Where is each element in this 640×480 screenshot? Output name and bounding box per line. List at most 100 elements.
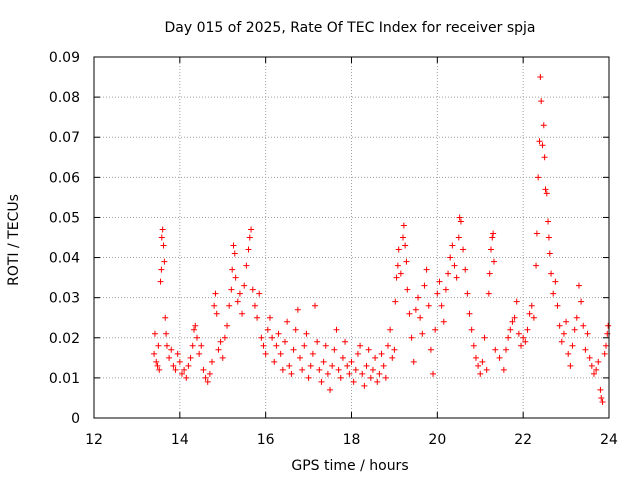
data-point: [198, 342, 205, 349]
data-point: [339, 354, 346, 361]
data-point: [489, 234, 496, 241]
data-point: [374, 378, 381, 385]
data-point: [513, 298, 520, 305]
data-point: [571, 326, 578, 333]
data-point: [234, 298, 241, 305]
y-tick-label: 0: [71, 411, 80, 427]
data-point: [367, 374, 374, 381]
data-point: [530, 314, 537, 321]
data-point: [170, 362, 177, 369]
data-point: [440, 318, 447, 325]
data-point: [545, 218, 552, 225]
data-point: [260, 342, 267, 349]
data-point: [400, 222, 407, 229]
data-point: [394, 262, 401, 269]
data-point: [273, 342, 280, 349]
data-point: [357, 342, 364, 349]
data-point: [243, 262, 250, 269]
data-point: [163, 342, 170, 349]
data-point: [154, 362, 161, 369]
data-point: [403, 258, 410, 265]
data-point: [192, 322, 199, 329]
data-point: [536, 138, 543, 145]
y-tick-label: 0.05: [49, 210, 80, 226]
data-point: [546, 250, 553, 257]
data-point: [329, 362, 336, 369]
data-point: [158, 234, 165, 241]
data-point: [211, 302, 218, 309]
data-point: [288, 370, 295, 377]
data-point: [303, 330, 310, 337]
x-tick-labels: 12 14 16 18 20 22 24: [85, 432, 618, 448]
data-point: [518, 342, 525, 349]
data-point: [406, 310, 413, 317]
data-point: [509, 318, 516, 325]
data-point: [231, 250, 238, 257]
data-point: [430, 370, 437, 377]
data-point: [560, 330, 567, 337]
data-point: [389, 354, 396, 361]
data-point: [434, 290, 441, 297]
data-point: [384, 342, 391, 349]
data-point: [159, 226, 166, 233]
data-point: [410, 358, 417, 365]
data-point: [163, 330, 170, 337]
data-point: [277, 350, 284, 357]
y-tick-label: 0.07: [49, 130, 80, 146]
data-point: [419, 330, 426, 337]
data-point: [322, 342, 329, 349]
data-point: [264, 326, 271, 333]
data-point: [545, 234, 552, 241]
y-tick-labels: 0 0.01 0.02 0.03 0.04 0.05 0.06 0.07 0.08 0.09: [49, 50, 80, 427]
data-point: [415, 294, 422, 301]
data-point: [286, 362, 293, 369]
data-point: [279, 366, 286, 373]
y-tick-label: 0.02: [49, 331, 80, 347]
data-point: [552, 278, 559, 285]
data-point: [541, 154, 548, 161]
data-point: [172, 366, 179, 373]
data-point: [427, 346, 434, 353]
data-point: [185, 362, 192, 369]
data-point: [241, 282, 248, 289]
data-point: [200, 366, 207, 373]
data-point: [507, 326, 514, 333]
data-point: [212, 290, 219, 297]
data-point: [466, 310, 473, 317]
data-point: [361, 382, 368, 389]
data-point: [526, 310, 533, 317]
data-point: [248, 226, 255, 233]
data-point: [515, 330, 522, 337]
data-point: [393, 274, 400, 281]
data-point: [423, 266, 430, 273]
data-point: [479, 358, 486, 365]
data-point: [320, 358, 327, 365]
data-point: [460, 246, 467, 253]
data-point: [573, 314, 580, 321]
data-point: [505, 334, 512, 341]
data-point: [486, 270, 493, 277]
data-point: [380, 362, 387, 369]
data-point: [567, 362, 574, 369]
plot-frame: [93, 56, 610, 419]
data-point: [307, 362, 314, 369]
data-point: [542, 186, 549, 193]
data-point: [352, 366, 359, 373]
data-point: [543, 190, 550, 197]
data-point: [528, 302, 535, 309]
x-tick-label: 20: [428, 432, 446, 448]
data-point: [584, 330, 591, 337]
data-point: [503, 346, 509, 353]
data-point: [470, 342, 477, 349]
data-point: [442, 286, 449, 293]
y-tick-label: 0.01: [49, 371, 80, 387]
data-point: [229, 266, 236, 273]
data-point: [438, 302, 445, 309]
data-point: [582, 346, 589, 353]
data-point: [462, 266, 469, 273]
data-point: [425, 302, 432, 309]
data-point: [196, 350, 203, 357]
data-point: [597, 386, 604, 393]
data-point: [166, 354, 173, 361]
data-point: [455, 234, 462, 241]
